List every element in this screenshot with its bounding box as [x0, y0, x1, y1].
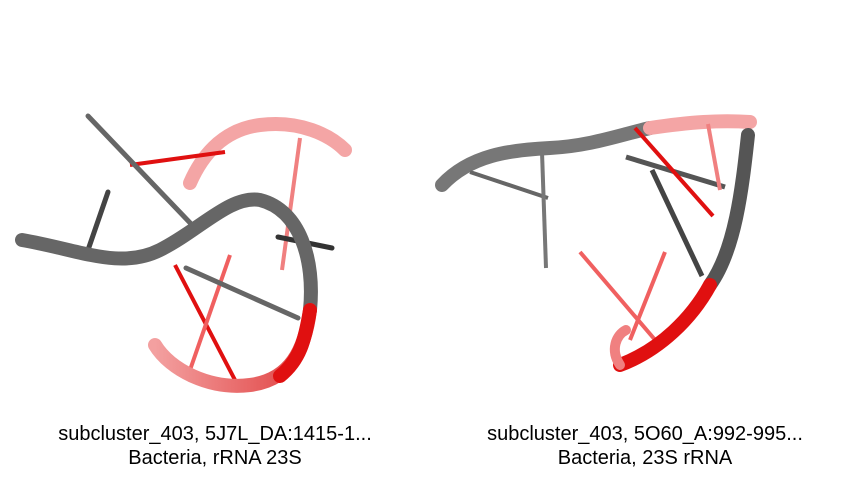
caption-subtitle: Bacteria, rRNA 23S: [0, 446, 430, 470]
caption-title: subcluster_403, 5O60_A:992-995...: [430, 422, 860, 446]
rna-structure-image-left: [0, 80, 430, 400]
caption-subtitle: Bacteria, 23S rRNA: [430, 446, 860, 470]
structure-caption-right: subcluster_403, 5O60_A:992-995... Bacter…: [430, 422, 860, 470]
structure-panel-right: subcluster_403, 5O60_A:992-995... Bacter…: [430, 0, 860, 480]
structure-panel-left: subcluster_403, 5J7L_DA:1415-1... Bacter…: [0, 0, 430, 480]
rna-structure-image-right: [430, 80, 860, 400]
caption-title: subcluster_403, 5J7L_DA:1415-1...: [0, 422, 430, 446]
structure-caption-left: subcluster_403, 5J7L_DA:1415-1... Bacter…: [0, 422, 430, 470]
